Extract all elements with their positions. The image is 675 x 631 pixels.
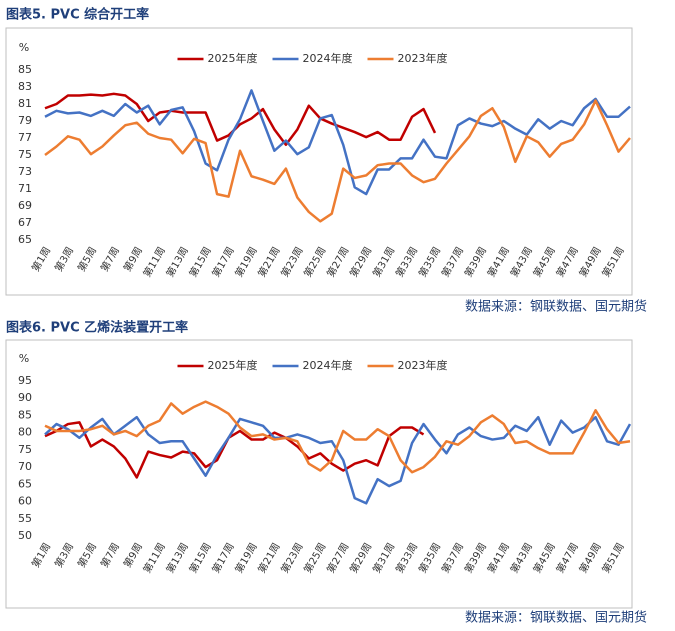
y-tick-label: 50 — [18, 529, 32, 542]
x-tick-label: 第9周 — [121, 541, 145, 570]
y-tick-label: 73 — [18, 165, 32, 178]
y-axis-label: % — [19, 352, 29, 365]
y-tick-label: 70 — [18, 460, 32, 473]
source-note: 数据来源：钢联数据、国元期货 — [465, 610, 647, 626]
y-tick-label: 83 — [18, 80, 32, 93]
x-tick-label: 第1周 — [29, 245, 53, 274]
legend-label: 2025年度 — [208, 358, 258, 372]
x-tick-label: 第51周 — [599, 245, 627, 280]
series-line — [44, 99, 631, 223]
y-tick-label: 75 — [18, 443, 32, 456]
y-tick-label: 77 — [18, 131, 32, 144]
x-tick-label: 第7周 — [98, 541, 122, 570]
x-tick-label: 第3周 — [52, 541, 76, 570]
x-tick-label: 第7周 — [98, 245, 122, 274]
y-tick-label: 80 — [18, 426, 32, 439]
y-tick-label: 75 — [18, 148, 32, 161]
x-tick-label: 第9周 — [121, 245, 145, 274]
legend-label: 2023年度 — [398, 358, 448, 372]
series-line — [44, 400, 631, 474]
y-tick-label: 65 — [18, 477, 32, 490]
y-tick-label: 60 — [18, 495, 32, 508]
series-line — [44, 89, 631, 196]
y-tick-label: 65 — [18, 233, 32, 246]
y-tick-label: 81 — [18, 97, 32, 110]
y-tick-label: 69 — [18, 199, 32, 212]
y-tick-label: 79 — [18, 114, 32, 127]
chart-title: 图表5. PVC 综合开工率 — [6, 7, 149, 23]
y-tick-label: 55 — [18, 512, 32, 525]
legend-label: 2024年度 — [303, 51, 353, 65]
x-tick-label: 第3周 — [52, 245, 76, 274]
chart-frame — [5, 27, 633, 296]
source-note: 数据来源：钢联数据、国元期货 — [465, 299, 647, 315]
y-tick-label: 90 — [18, 391, 32, 404]
y-tick-label: 85 — [18, 408, 32, 421]
series-line — [44, 421, 425, 479]
series-line — [44, 415, 632, 505]
chart-title: 图表6. PVC 乙烯法装置开工率 — [6, 320, 188, 336]
legend-label: 2025年度 — [208, 51, 258, 65]
y-axis-label: % — [19, 41, 29, 54]
legend-label: 2024年度 — [303, 358, 353, 372]
y-tick-label: 71 — [18, 182, 32, 195]
y-tick-label: 85 — [18, 63, 32, 76]
legend-label: 2023年度 — [398, 51, 448, 65]
x-tick-label: 第51周 — [599, 541, 627, 576]
y-tick-label: 67 — [18, 216, 32, 229]
series-line — [44, 92, 437, 147]
y-tick-label: 95 — [18, 374, 32, 387]
chart-frame — [5, 339, 633, 609]
x-tick-label: 第5周 — [75, 245, 99, 274]
x-tick-label: 第5周 — [75, 541, 99, 570]
x-tick-label: 第1周 — [29, 541, 53, 570]
